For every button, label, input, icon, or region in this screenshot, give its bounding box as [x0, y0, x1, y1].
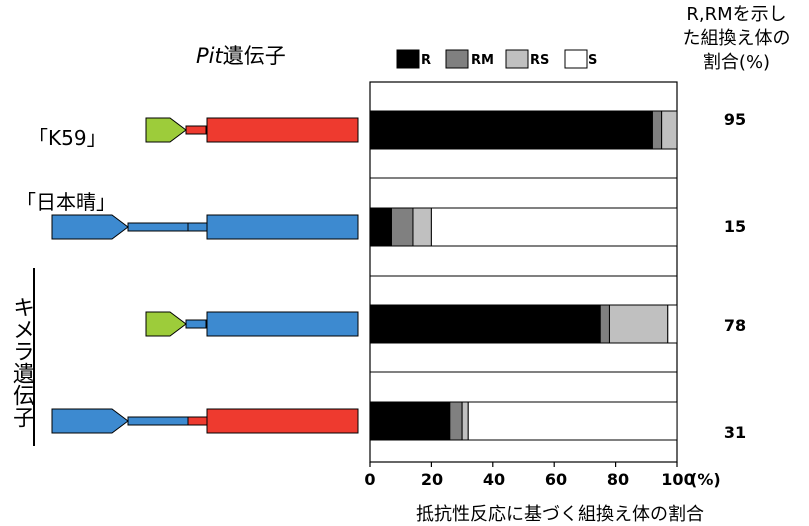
bar-rs-row-4	[461, 401, 469, 441]
percent-value-row-4: 31	[723, 423, 747, 442]
gene-link-row-4	[187, 416, 209, 426]
gene-title-italic: Pit	[196, 44, 223, 68]
gene-title-rest: 遺伝子	[222, 44, 286, 68]
bar-s-row-3	[667, 304, 678, 344]
percent-value-row-1: 95	[723, 110, 747, 129]
x-tick-label-20: 20	[420, 470, 444, 489]
legend-label-s: S	[588, 53, 598, 68]
bar-rs-row-3	[608, 304, 669, 344]
gene-link-blue-row-4	[127, 416, 189, 426]
row-label-nipponbare: 「日本晴」	[16, 190, 116, 214]
percent-column-title: R,RMを示し た組換え体の 割合(%)	[664, 3, 809, 75]
x-unit-label: (%)	[690, 470, 721, 489]
gene-column-title: Pit遺伝子	[196, 40, 286, 70]
gene-exon-arrow-row-3	[145, 311, 187, 337]
gene-large-block-row-4	[206, 408, 359, 434]
x-axis-title: 抵抗性反応に基づく組換え体の割合	[416, 504, 704, 525]
x-tick-label-80: 80	[606, 470, 630, 489]
bar-s-row-2	[430, 207, 678, 247]
bar-rm-row-4	[449, 401, 463, 441]
row-label-k59: 「K59」	[28, 126, 107, 150]
percent-title-line-1: R,RMを示し	[686, 4, 787, 25]
gene-link-row-3	[185, 319, 207, 329]
gene-large-block-row-3	[206, 311, 359, 337]
percent-value-row-2: 15	[723, 217, 747, 236]
chimera-gene-label: キメラ遺伝子	[9, 296, 34, 428]
percent-value-row-3: 78	[723, 316, 747, 335]
bar-r-row-3	[369, 304, 601, 344]
bar-r-row-1	[369, 110, 653, 150]
gene-exon-arrow-row-4	[51, 408, 129, 434]
gene-link-row-2	[187, 222, 209, 232]
bar-r-row-4	[369, 401, 451, 441]
bar-rm-row-2	[390, 207, 414, 247]
bar-rm-row-1	[651, 110, 663, 150]
bar-s-row-4	[467, 401, 678, 441]
x-tick-label-60: 60	[544, 470, 568, 489]
bar-r-row-2	[369, 207, 392, 247]
legend-swatch-s	[564, 49, 588, 69]
plot-frame	[369, 81, 678, 463]
percent-title-line-2: た組換え体の	[682, 28, 791, 49]
x-tick-label-40: 40	[482, 470, 506, 489]
gene-exon-arrow-row-1	[145, 117, 187, 143]
bar-rs-row-1	[661, 110, 678, 150]
legend-swatch-rm	[445, 49, 469, 69]
gene-large-block-row-2	[206, 214, 359, 240]
legend-swatch-rs	[505, 49, 529, 69]
gene-exon-arrow-row-2	[51, 214, 129, 240]
x-tick-label-0: 0	[364, 470, 376, 489]
gene-link-blue-row-2	[127, 222, 189, 232]
legend-swatch-r	[396, 49, 420, 69]
legend-label-r: R	[421, 53, 432, 68]
gene-link-row-1	[185, 125, 207, 135]
gene-large-block-row-1	[206, 117, 359, 143]
percent-title-line-3: 割合(%)	[702, 52, 771, 73]
legend-label-rs: RS	[530, 53, 550, 68]
x-tick-label-100: 100	[661, 470, 695, 489]
bar-rm-row-3	[599, 304, 610, 344]
bar-rs-row-2	[412, 207, 432, 247]
legend-label-rm: RM	[471, 53, 494, 68]
